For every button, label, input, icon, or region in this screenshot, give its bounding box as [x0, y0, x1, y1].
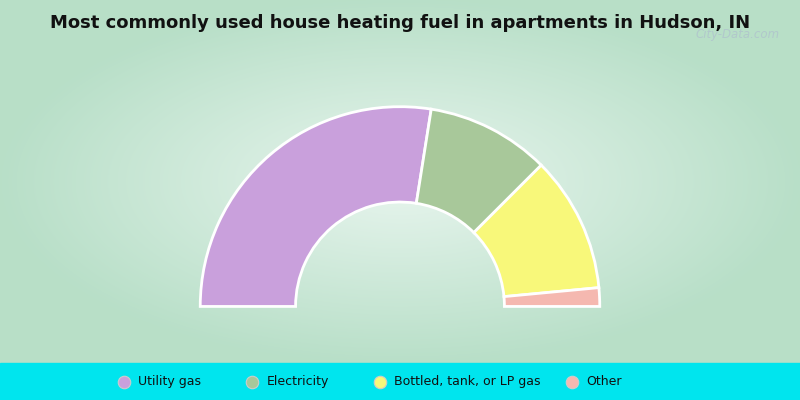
- Wedge shape: [474, 165, 599, 297]
- Text: City-Data.com: City-Data.com: [695, 28, 779, 41]
- Text: Bottled, tank, or LP gas: Bottled, tank, or LP gas: [394, 375, 541, 388]
- Text: Other: Other: [586, 375, 622, 388]
- Text: Electricity: Electricity: [266, 375, 329, 388]
- Bar: [0, 363, 800, 400]
- Wedge shape: [416, 109, 542, 233]
- Wedge shape: [504, 288, 600, 306]
- Wedge shape: [200, 107, 431, 306]
- Text: Most commonly used house heating fuel in apartments in Hudson, IN: Most commonly used house heating fuel in…: [50, 14, 750, 32]
- Text: Utility gas: Utility gas: [138, 375, 202, 388]
